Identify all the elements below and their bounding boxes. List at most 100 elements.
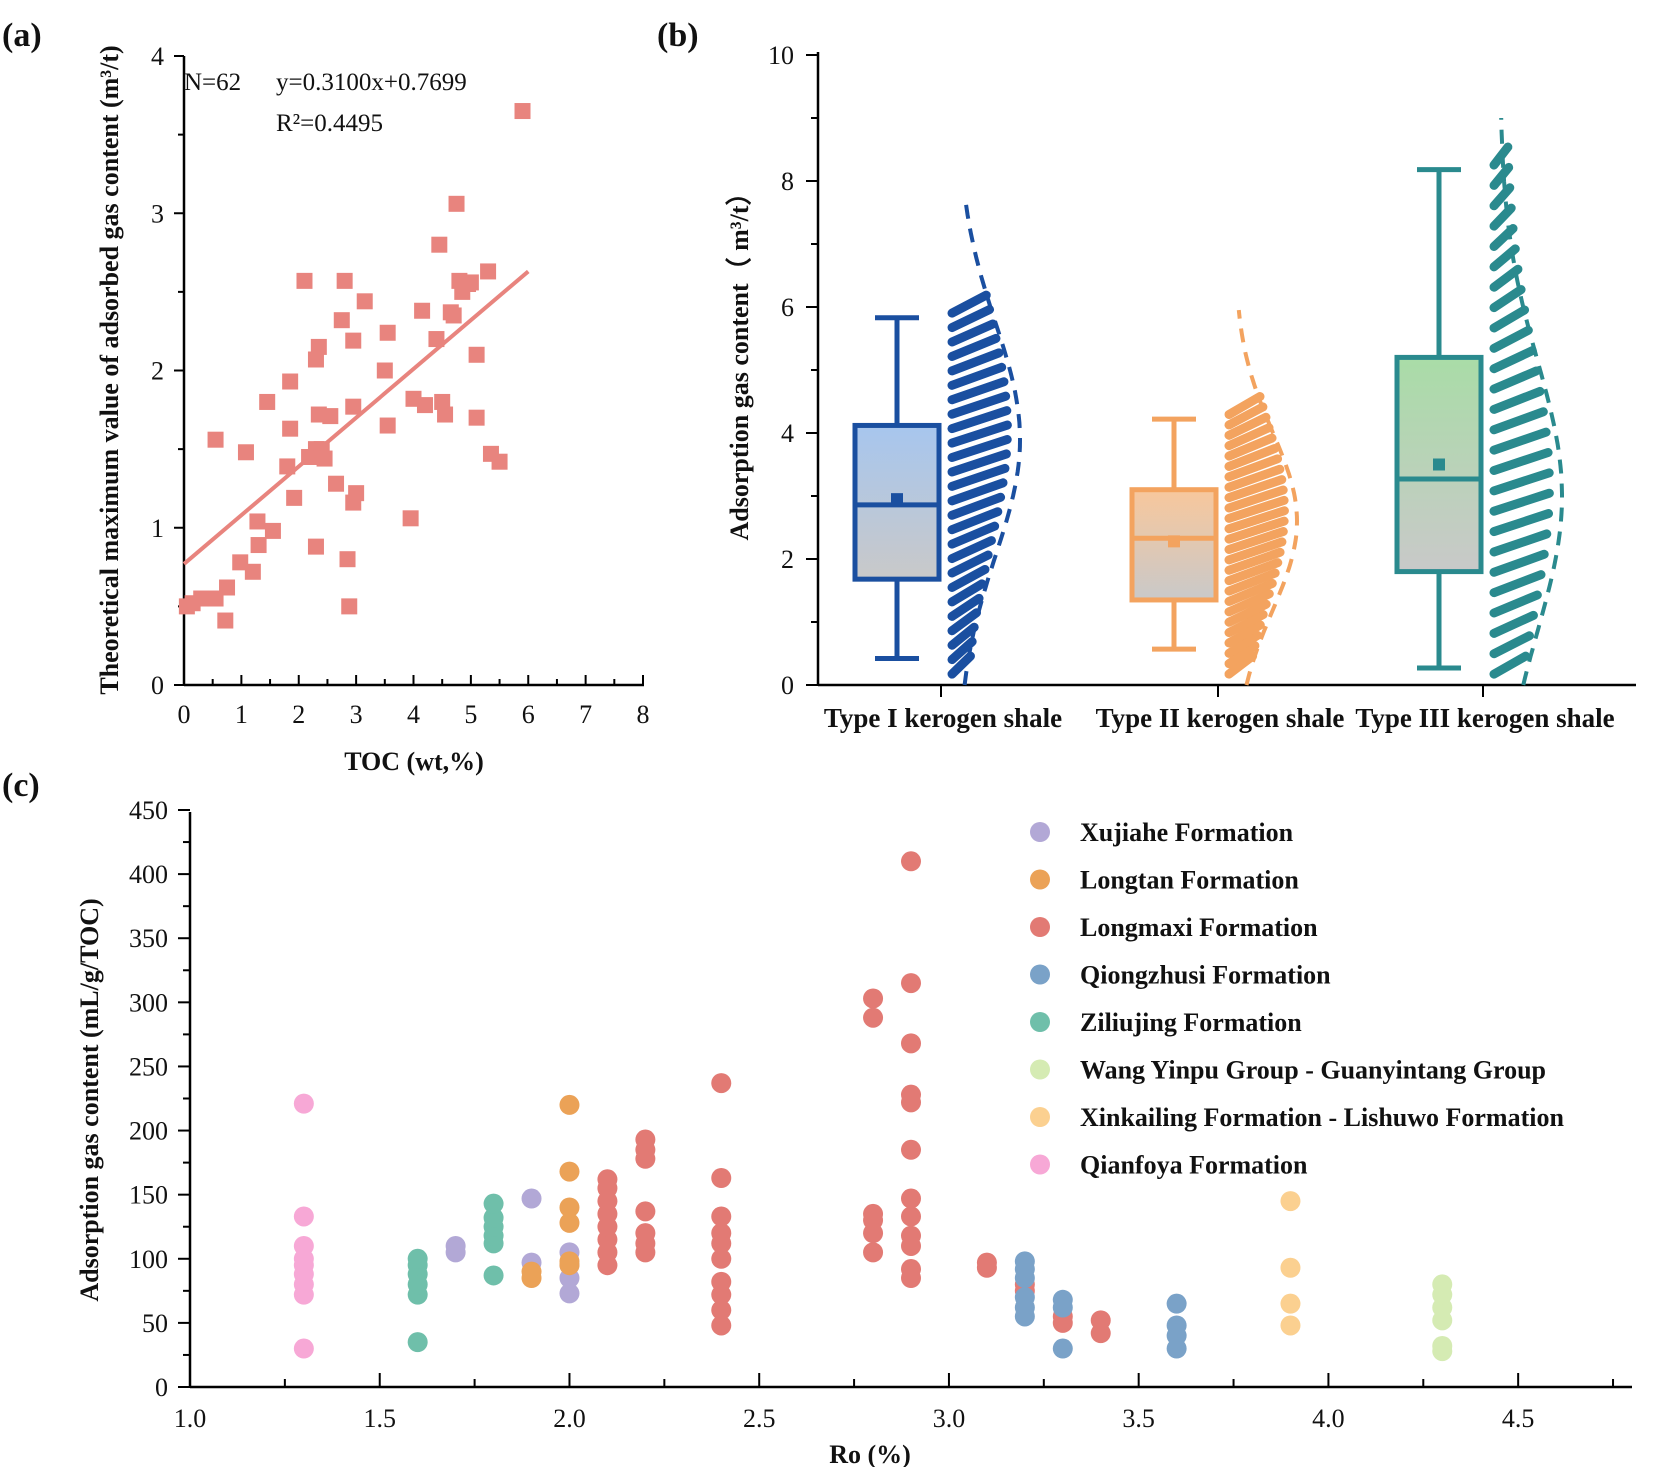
chart-b-category-label: Type III kerogen shale bbox=[1355, 703, 1614, 733]
chart-b-point-cluster bbox=[1489, 244, 1520, 272]
chart-b-point-cluster bbox=[1489, 264, 1523, 292]
chart-a-point bbox=[434, 393, 451, 410]
chart-b-point-cluster bbox=[1224, 443, 1280, 471]
chart-a: 0 1 2 3 4 5 6 7 8 0 1 2 3 4 N=62 y=0.3100x+0.7699 R²=… bbox=[95, 42, 650, 776]
chart-c-legend-marker bbox=[1030, 822, 1050, 842]
chart-c-legend: Xujiahe Formation Longtan Formation Longma… bbox=[1030, 818, 1564, 1180]
chart-b-point-cluster bbox=[947, 333, 1001, 361]
chart-c-point bbox=[901, 1139, 921, 1160]
chart-b-point-cluster bbox=[1489, 509, 1554, 537]
chart-b-point-cluster bbox=[947, 449, 1011, 477]
chart-b-point-cluster bbox=[1224, 547, 1285, 575]
chart-c-x-tick-label: 1.0 bbox=[174, 1404, 207, 1433]
chart-c-point bbox=[1052, 1289, 1073, 1310]
chart-a-n-label: N=62 bbox=[184, 69, 241, 96]
chart-b-point-cluster bbox=[1224, 558, 1283, 586]
chart-b-point-cluster bbox=[947, 362, 1007, 390]
chart-b-y-tick-label: 6 bbox=[781, 293, 794, 322]
chart-c-point bbox=[1166, 1293, 1187, 1314]
chart-b-group: Type I kerogen shale bbox=[824, 196, 1062, 733]
chart-c-point bbox=[1090, 1310, 1111, 1331]
chart-c-point bbox=[863, 1007, 884, 1028]
chart-c-legend-marker bbox=[1030, 1012, 1050, 1032]
chart-a-point bbox=[336, 272, 353, 289]
chart-c-point bbox=[711, 1223, 732, 1244]
chart-c-x-tick-label: 1.5 bbox=[363, 1404, 396, 1433]
chart-a-y-tick-label: 3 bbox=[151, 199, 164, 228]
chart-c-point bbox=[293, 1206, 314, 1227]
chart-a-equation: y=0.3100x+0.7699 bbox=[276, 69, 467, 96]
chart-b-point-cluster bbox=[1489, 447, 1553, 475]
chart-a-fit-line bbox=[182, 269, 530, 566]
chart-b: 0 2 4 6 8 10 Type I kerogen shale Type II kero… bbox=[725, 41, 1636, 733]
chart-b-y-tick-label: 10 bbox=[768, 41, 794, 70]
chart-a-point bbox=[402, 510, 419, 527]
chart-c-point bbox=[293, 1235, 314, 1256]
chart-b-point-cluster bbox=[947, 550, 993, 578]
chart-c-point bbox=[635, 1129, 656, 1150]
chart-b-point-cluster bbox=[1224, 506, 1289, 534]
chart-a-point bbox=[282, 420, 299, 437]
chart-a-x-tick-label: 6 bbox=[522, 700, 535, 729]
chart-a-point bbox=[462, 274, 479, 291]
chart-b-point-cluster bbox=[1489, 183, 1515, 211]
chart-b-point-cluster bbox=[1224, 578, 1277, 606]
chart-b-y-label: Adsorption gas content（ m³/t） bbox=[725, 180, 754, 541]
panel-label-a: (a) bbox=[2, 17, 42, 54]
chart-a-y-label: Theoretical maximum value of adsorbed ga… bbox=[95, 45, 124, 694]
chart-b-point-cluster bbox=[1224, 568, 1280, 596]
chart-c-point bbox=[901, 1225, 921, 1246]
chart-b-point-cluster bbox=[947, 651, 975, 679]
chart-c-point bbox=[711, 1206, 732, 1227]
chart-a-point bbox=[328, 475, 345, 492]
chart-b-point-cluster bbox=[1224, 651, 1258, 679]
chart-a-x-label: TOC (wt,%) bbox=[344, 747, 484, 776]
chart-b-point-cluster bbox=[947, 579, 987, 607]
chart-b-y-tick-label: 2 bbox=[781, 545, 794, 574]
chart-c-point bbox=[445, 1235, 466, 1256]
chart-b-point-cluster bbox=[947, 622, 979, 650]
chart-b-point-cluster bbox=[1489, 570, 1546, 598]
chart-c-y-tick-label: 400 bbox=[129, 860, 168, 889]
chart-a-point bbox=[307, 351, 324, 368]
chart-a-x-tick-label: 3 bbox=[350, 700, 363, 729]
chart-c-legend-label: Wang Yinpu Group - Guanyintang Group bbox=[1080, 1056, 1546, 1085]
chart-b-box bbox=[852, 422, 942, 582]
chart-c-point bbox=[711, 1167, 732, 1188]
chart-c-point bbox=[559, 1251, 580, 1272]
chart-b-point-cluster bbox=[947, 608, 981, 636]
chart-b-point-cluster bbox=[1224, 495, 1289, 523]
chart-b-point-cluster bbox=[947, 463, 1010, 491]
chart-a-y-tick-label: 0 bbox=[151, 671, 164, 700]
chart-b-point-cluster bbox=[1224, 423, 1274, 451]
chart-c-legend-label: Longmaxi Formation bbox=[1080, 913, 1318, 942]
chart-a-x-tick-label: 1 bbox=[235, 700, 248, 729]
chart-b-point-cluster bbox=[947, 305, 995, 333]
chart-a-x-tick-label: 7 bbox=[579, 700, 592, 729]
chart-a-point bbox=[207, 431, 224, 448]
chart-a-point bbox=[286, 489, 303, 506]
chart-a-point bbox=[348, 485, 365, 502]
chart-b-point-cluster bbox=[1224, 537, 1287, 565]
chart-c-point bbox=[597, 1169, 618, 1190]
chart-b-y-tick-label: 4 bbox=[781, 419, 794, 448]
chart-b-point-cluster bbox=[1489, 142, 1513, 170]
chart-a-point bbox=[219, 579, 236, 596]
chart-a-point bbox=[193, 590, 210, 607]
chart-a-point bbox=[431, 236, 448, 253]
chart-b-point-cluster bbox=[1489, 407, 1548, 435]
chart-b-category-label: Type II kerogen shale bbox=[1096, 703, 1345, 733]
chart-c-y-tick-label: 200 bbox=[129, 1117, 168, 1146]
chart-b-point-cluster bbox=[1224, 433, 1277, 461]
chart-c-point bbox=[1432, 1274, 1453, 1295]
chart-b-point-cluster bbox=[1224, 641, 1260, 669]
chart-c-point bbox=[1280, 1257, 1301, 1278]
chart-c-y-tick-label: 250 bbox=[129, 1052, 168, 1081]
chart-c-x-tick-label: 3.5 bbox=[1122, 1404, 1155, 1433]
chart-c-point bbox=[1280, 1293, 1301, 1314]
chart-c-x-tick-label: 4.0 bbox=[1312, 1404, 1345, 1433]
chart-c-point bbox=[901, 1084, 921, 1105]
chart-a-point bbox=[445, 307, 462, 324]
chart-c-x-label: Ro (%) bbox=[829, 1440, 911, 1467]
chart-b-y-tick-label: 0 bbox=[781, 671, 794, 700]
